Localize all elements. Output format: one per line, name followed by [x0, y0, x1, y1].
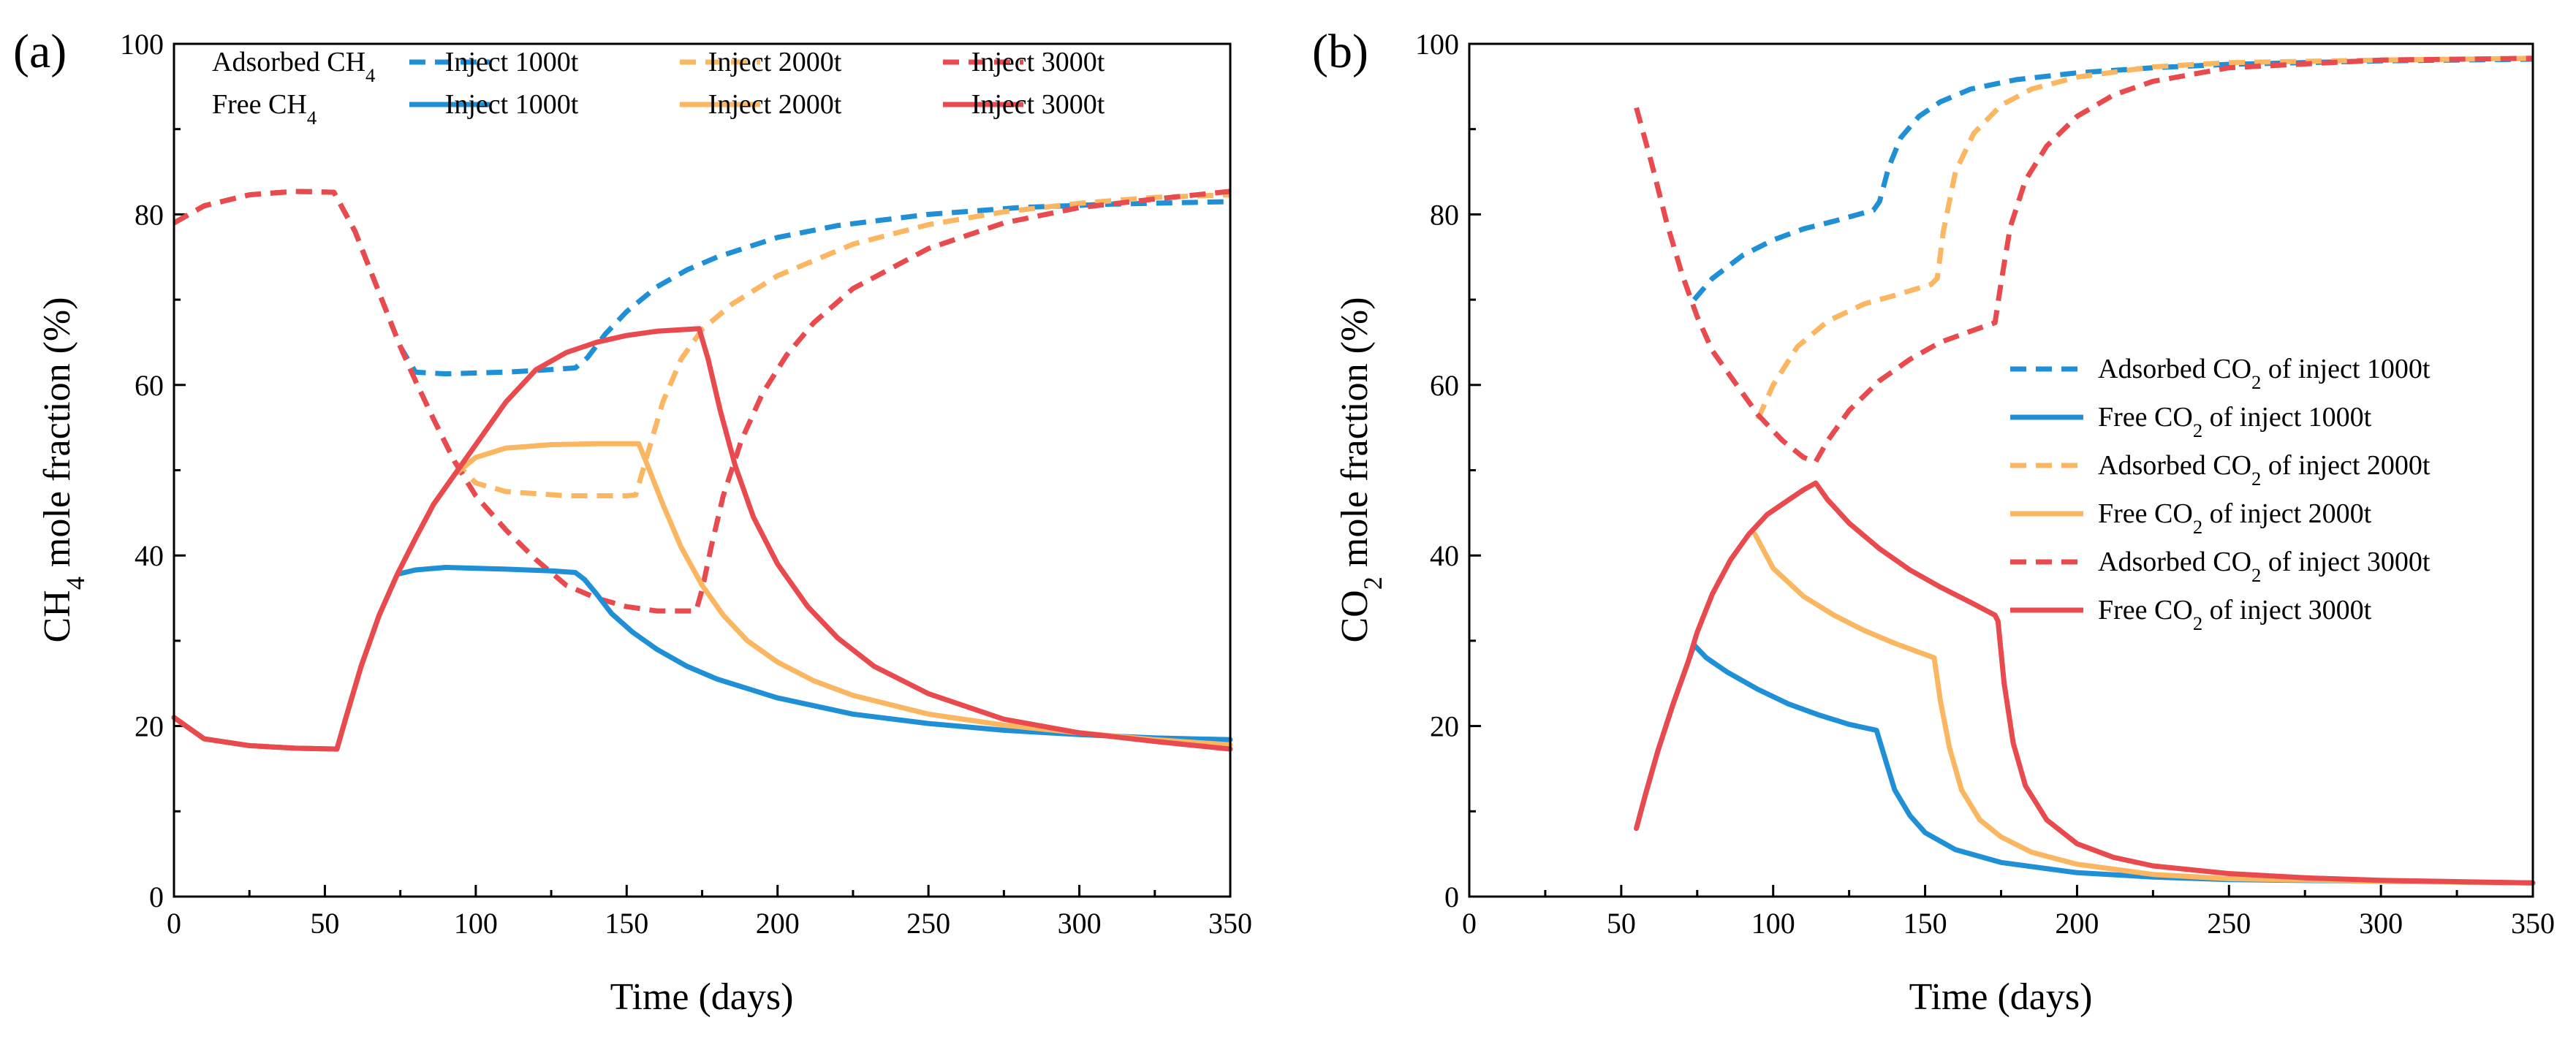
panel-b-x-tick-label: 300 — [2359, 907, 2403, 940]
series-line-adsorbed-ch4-inject-1000t — [173, 189, 1231, 377]
panel-b-series — [1634, 56, 2536, 886]
panel-b-x-tick-label: 100 — [1751, 907, 1795, 940]
panel-a-y-tick-label: 20 — [135, 710, 164, 743]
panel-a-y-tick-label: 0 — [149, 881, 164, 913]
panel-b-y-tick-label: 100 — [1415, 28, 1459, 61]
panel-a-series — [171, 189, 1233, 752]
legend-entry-label: Inject 2000t — [708, 89, 842, 120]
panel-a-label: (a) — [13, 25, 67, 78]
panel-a-x-tick-label: 250 — [906, 907, 950, 940]
legend-entry-label: Inject 1000t — [445, 47, 579, 77]
panel-b-label: (b) — [1312, 25, 1368, 78]
legend-entry-label: Adsorbed CO2 of inject 1000t — [2098, 354, 2431, 393]
legend-entry-label: Adsorbed CO2 of inject 3000t — [2098, 547, 2431, 586]
panel-b-y-tick-label: 80 — [1430, 198, 1459, 231]
panel-b-x-tick-label: 0 — [1462, 907, 1477, 940]
legend-row-label: Free CH4 — [212, 89, 317, 129]
panel-a-y-tick-label: 80 — [135, 198, 164, 231]
series-line-adsorbed-ch4-inject-3000t — [173, 189, 1231, 614]
legend-entry-label: Inject 3000t — [971, 47, 1105, 77]
panel-b-y-tick-label: 40 — [1430, 539, 1459, 572]
panel-b-y-tick-label: 20 — [1430, 710, 1459, 743]
panel-a-x-tick-label: 350 — [1208, 907, 1252, 940]
panel-b-x-tick-label: 250 — [2207, 907, 2251, 940]
panel-b-y-tick-label: 0 — [1444, 881, 1459, 913]
panel-b-x-tick-label: 200 — [2055, 907, 2099, 940]
panel-a-plot-area — [174, 44, 1230, 897]
series-line-free-co2-of-inject-2000t — [1752, 531, 2536, 886]
series-line-free-ch4-inject-3000t — [171, 326, 1233, 752]
panel-a-y-tick-label: 40 — [135, 539, 164, 572]
panel-a-y-tick-label: 100 — [120, 28, 164, 61]
panel-a-x-tick-label: 200 — [756, 907, 800, 940]
panel-b-y-tick-label: 60 — [1430, 369, 1459, 402]
panel-b-x-tick-label: 50 — [1607, 907, 1636, 940]
panel-a-x-tick-label: 150 — [605, 907, 648, 940]
series-line-adsorbed-co2-of-inject-2000t — [1755, 56, 2534, 420]
panel-a-frame — [173, 42, 1232, 898]
series-line-adsorbed-co2-of-inject-1000t — [1692, 56, 2534, 302]
series-line-free-co2-of-inject-3000t — [1634, 480, 2536, 886]
panel-a-x-tick-label: 50 — [310, 907, 339, 940]
series-line-adsorbed-co2-of-inject-3000t — [1634, 56, 2534, 465]
panel-a-x-tick-label: 300 — [1058, 907, 1102, 940]
legend-entry-label: Free CO2 of inject 1000t — [2098, 402, 2372, 441]
legend-entry-label: Inject 2000t — [708, 47, 842, 77]
legend-entry-label: Free CO2 of inject 2000t — [2098, 498, 2372, 538]
panel-a-x-tick-label: 100 — [454, 907, 498, 940]
legend-entry-label: Inject 3000t — [971, 89, 1105, 120]
panel-a-y-axis-title: CH4 mole fraction (%) — [37, 297, 90, 642]
legend-row-label: Adsorbed CH4 — [212, 47, 375, 86]
panel-a-x-tick-label: 0 — [167, 907, 181, 940]
panel-b-legend: Adsorbed CO2 of inject 1000t Free CO2 of … — [2010, 354, 2431, 634]
legend-entry-label: Inject 1000t — [445, 89, 579, 120]
legend-entry-label: Adsorbed CO2 of inject 2000t — [2098, 450, 2431, 490]
panel-b-plot-area — [1469, 44, 2533, 897]
legend-entry-label: Free CO2 of inject 3000t — [2098, 595, 2372, 634]
panel-b-x-tick-label: 150 — [1903, 907, 1947, 940]
panel-b-frame — [1468, 42, 2534, 898]
series-line-adsorbed-ch4-inject-2000t — [173, 189, 1231, 498]
panel-a: 0 50 100 150 200 250 300 350 0 20 40 60 80 100 Adsorb… — [13, 25, 1252, 1018]
panel-b-x-tick-label: 350 — [2511, 907, 2555, 940]
panel-b-ticks: 0 50 100 150 200 250 300 350 0 20 40 60 80 100 — [1415, 28, 2555, 940]
panel-b: 0 50 100 150 200 250 300 350 0 20 40 60 80 100 Adsorb… — [1312, 25, 2555, 1018]
panel-a-x-axis-title: Time (days) — [610, 976, 794, 1018]
panel-a-y-tick-label: 60 — [135, 369, 164, 402]
panel-b-y-axis-title: CO2 mole fraction (%) — [1334, 297, 1387, 642]
panel-b-x-axis-title: Time (days) — [1909, 976, 2093, 1018]
